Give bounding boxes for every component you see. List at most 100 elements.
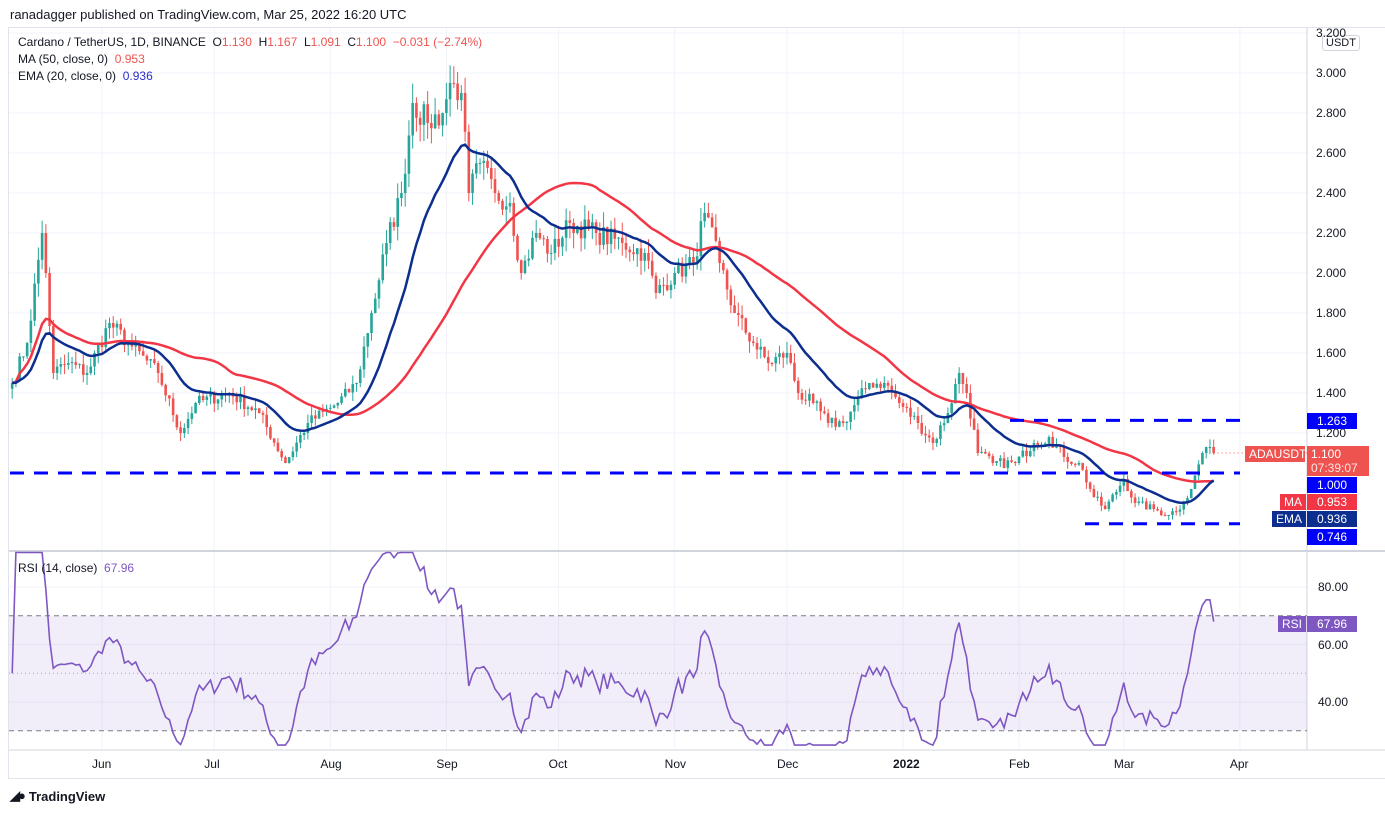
candle-body (183, 428, 186, 433)
time-tick-label: Sep (436, 757, 458, 771)
candle-body (52, 325, 55, 373)
candle-body (546, 238, 549, 254)
candle-body (329, 407, 332, 409)
price-tick-label: 2.400 (1316, 186, 1347, 200)
candle-body (269, 427, 272, 439)
candle-body (534, 233, 538, 238)
candle-body (579, 226, 583, 239)
time-tick-label: Mar (1113, 757, 1135, 771)
candle-body (366, 333, 370, 347)
candle-body (306, 423, 310, 433)
candle-body (272, 438, 276, 443)
candle-body (160, 373, 164, 385)
candle-body (1189, 489, 1193, 499)
candle-body (381, 254, 385, 281)
candle-body (1152, 504, 1156, 509)
candle-body (620, 237, 624, 243)
candle-body (587, 219, 590, 228)
ma-legend[interactable]: MA (50, close, 0) 0.953 (18, 52, 145, 66)
ema-20-line (12, 143, 1215, 504)
candle-body (452, 83, 456, 84)
candle-body (875, 383, 879, 388)
candle-body (85, 373, 89, 375)
candle-body (29, 320, 33, 343)
candle-body (882, 383, 886, 388)
candle-body (512, 203, 516, 236)
candle-body (838, 421, 841, 427)
last-price: 1.100 (1311, 447, 1342, 461)
candle-body (830, 417, 834, 423)
candle-body (1197, 464, 1200, 476)
candle-body (1085, 469, 1088, 483)
candle-body (879, 383, 882, 388)
last-price-tag: 1.100 07:39:07 (1307, 446, 1369, 476)
time-tick-label: Oct (548, 757, 568, 771)
candle-body (115, 323, 119, 328)
candle-body (987, 453, 991, 457)
candle-body (924, 433, 927, 436)
close-value: 1.100 (356, 35, 387, 49)
candle-body (980, 451, 983, 453)
rsi-tag-label: RSI (1278, 616, 1306, 632)
candle-body (650, 260, 654, 276)
candle-body (37, 259, 40, 284)
candle-body (355, 383, 358, 385)
candle-body (1077, 463, 1081, 465)
candle-body (471, 173, 474, 193)
candle-body (699, 221, 703, 257)
candle-body (523, 260, 527, 273)
candle-body (808, 393, 811, 401)
candle-body (377, 280, 381, 299)
candle-body (441, 113, 444, 126)
candle-body (1006, 460, 1010, 468)
candle-body (999, 458, 1002, 462)
price-tick-label: 1.400 (1316, 386, 1347, 400)
candle-body (168, 395, 171, 399)
candle-body (18, 356, 21, 381)
candle-body (1201, 453, 1204, 465)
candle-body (557, 238, 560, 247)
price-tick-label: 3.000 (1316, 66, 1347, 80)
ema-value: 0.936 (122, 69, 153, 83)
candle-body (841, 421, 845, 423)
ema-tag-value: 0.936 (1307, 511, 1357, 527)
price-tick-label: 3.200 (1316, 26, 1347, 40)
candle-body (437, 114, 441, 126)
currency-button[interactable]: USDT (1322, 35, 1360, 51)
candle-body (284, 457, 287, 463)
candle-body (415, 103, 418, 118)
candle-body (59, 364, 63, 367)
candle-body (729, 289, 733, 306)
candle-body (542, 238, 545, 240)
candle-body (853, 405, 856, 412)
ema-label: EMA (20, close, 0) (18, 69, 117, 83)
candle-body (119, 323, 123, 330)
bar-countdown: 07:39:07 (1311, 461, 1358, 475)
candle-body (647, 253, 650, 261)
candle-body (351, 384, 355, 393)
ema-legend[interactable]: EMA (20, close, 0) 0.936 (18, 69, 153, 83)
low-label: L (303, 35, 311, 49)
tradingview-logo[interactable]: ◢● TradingView (10, 788, 105, 804)
candle-body (901, 403, 905, 407)
candle-body (703, 213, 706, 222)
candle-body (1025, 450, 1028, 457)
candle-body (632, 252, 635, 255)
candle-body (246, 407, 250, 410)
candle-body (302, 432, 306, 435)
candle-body (868, 383, 871, 389)
rsi-value: 67.96 (104, 561, 135, 575)
candle-body (373, 298, 377, 313)
candle-body (927, 435, 931, 438)
candle-body (1122, 479, 1126, 486)
chart-frame[interactable] (8, 27, 1385, 779)
candle-body (549, 253, 553, 254)
candle-body (871, 383, 875, 388)
candle-body (1107, 501, 1111, 509)
candle-body (1021, 450, 1025, 457)
candle-body (93, 353, 96, 367)
rsi-legend[interactable]: RSI (14, close) 67.96 (18, 561, 134, 575)
candle-body (1126, 479, 1129, 492)
candle-body (920, 423, 924, 434)
